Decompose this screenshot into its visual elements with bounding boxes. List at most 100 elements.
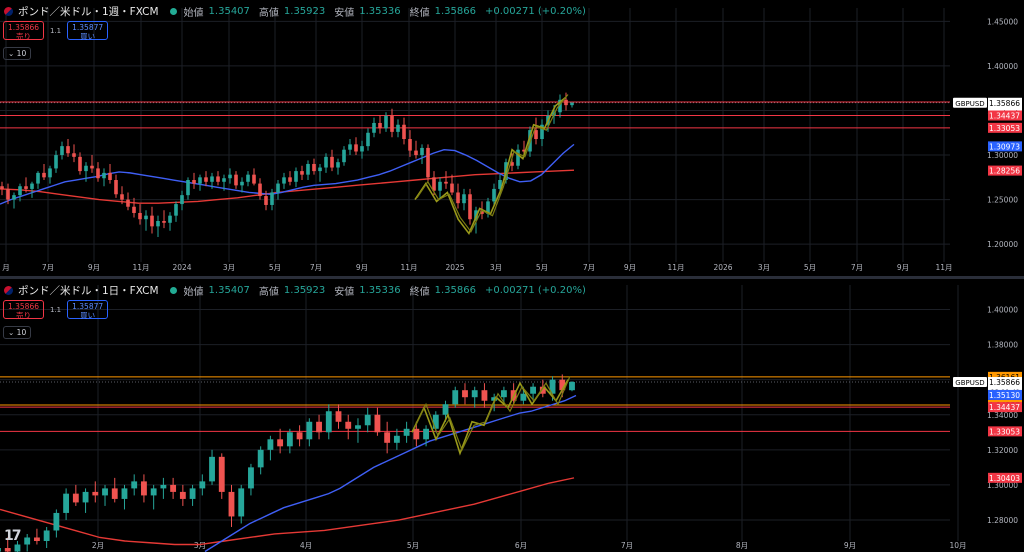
candle-body bbox=[267, 439, 274, 450]
x-tick-label: 2025 bbox=[445, 263, 464, 272]
candle-body bbox=[228, 174, 232, 179]
x-tick-label: 6月 bbox=[515, 541, 527, 550]
y-tick-label: 1.30000 bbox=[987, 481, 1018, 490]
candle-body bbox=[522, 149, 526, 152]
candle-body bbox=[384, 432, 391, 443]
candle-body bbox=[516, 149, 520, 166]
candle-body bbox=[160, 484, 167, 489]
price-tag-box bbox=[988, 371, 1022, 382]
y-tick-label: 1.40000 bbox=[987, 306, 1018, 315]
x-tick-label: 11月 bbox=[667, 263, 684, 272]
candle-body bbox=[264, 196, 268, 205]
sell-price: 1.35866 bbox=[7, 23, 39, 32]
price-tag-box bbox=[988, 402, 1022, 413]
candle-body bbox=[186, 180, 190, 196]
open-label: 始値 bbox=[183, 8, 204, 19]
weekly-legend: ポンド／米ドル・1週・FXCM 始値 1.35407 高値 1.35923 安値 1.… bbox=[4, 4, 590, 19]
candle-body bbox=[438, 181, 442, 191]
price-tag-box bbox=[988, 426, 1022, 437]
close-label: 終値 bbox=[409, 287, 430, 298]
candle-body bbox=[492, 188, 496, 202]
candle-body bbox=[82, 491, 89, 503]
price-tag-box bbox=[988, 389, 1022, 400]
buy-price: 1.35877 bbox=[72, 23, 104, 32]
candle-body bbox=[393, 435, 400, 443]
open-value: 1.35407 bbox=[208, 6, 250, 17]
candle-body bbox=[228, 491, 235, 517]
candle-body bbox=[471, 390, 478, 398]
x-tick-label: 4月 bbox=[300, 541, 312, 550]
high-value: 1.35923 bbox=[283, 6, 326, 17]
candle-body bbox=[277, 439, 284, 447]
buy-button[interactable]: 1.35877 買い bbox=[67, 300, 109, 320]
candle-body bbox=[318, 167, 322, 172]
candle-body bbox=[498, 180, 502, 189]
candle-body bbox=[150, 488, 157, 496]
candle-body bbox=[180, 195, 184, 205]
candle-body bbox=[276, 183, 280, 193]
candle-body bbox=[342, 149, 346, 163]
trade-buttons: 1.35866 売り 1.1 1.35877 買い bbox=[3, 300, 109, 320]
candle-body bbox=[444, 181, 448, 184]
candle-body bbox=[300, 171, 304, 175]
candle-body bbox=[144, 215, 148, 220]
candle-body bbox=[481, 390, 488, 401]
symbol-tag-box bbox=[953, 377, 987, 388]
weekly-chart-canvas[interactable]: 1.450001.400001.350001.300001.250001.200… bbox=[0, 0, 1024, 276]
gbp-flag-icon bbox=[4, 7, 13, 16]
indicator-toggle[interactable]: ⌄ 10 bbox=[3, 47, 32, 60]
candle-body bbox=[442, 404, 449, 415]
pane-divider[interactable] bbox=[0, 276, 1024, 279]
gbp-flag-icon bbox=[4, 286, 13, 295]
x-tick-label: 7月 bbox=[42, 263, 54, 272]
buy-button[interactable]: 1.35877 買い bbox=[67, 21, 109, 41]
spread-value: 1.1 bbox=[50, 305, 62, 314]
price-tag-box bbox=[988, 141, 1022, 152]
x-tick-label: 5月 bbox=[804, 263, 816, 272]
candle-body bbox=[432, 414, 439, 429]
candle-body bbox=[288, 177, 292, 182]
symbol-tag-label: GBPUSD bbox=[955, 379, 984, 387]
candle-body bbox=[234, 174, 238, 186]
candle-body bbox=[252, 174, 256, 184]
x-tick-label: 11月 bbox=[400, 263, 417, 272]
x-tick-label: 5月 bbox=[407, 541, 419, 550]
symbol-title[interactable]: ポンド／米ドル・1週・FXCM bbox=[18, 6, 159, 18]
candle-body bbox=[111, 488, 118, 499]
sell-button[interactable]: 1.35866 売り bbox=[3, 300, 44, 320]
tradingview-logo-icon[interactable]: 17 bbox=[4, 528, 22, 544]
candle-body bbox=[189, 488, 196, 499]
candle-body bbox=[462, 390, 468, 398]
candle-body bbox=[168, 215, 172, 223]
symbol-title[interactable]: ポンド／米ドル・1日・FXCM bbox=[18, 285, 159, 297]
daily-chart-canvas[interactable]: 1.400001.380001.360001.340001.320001.300… bbox=[0, 279, 1024, 552]
y-tick-label: 1.45000 bbox=[987, 17, 1018, 26]
high-label: 高値 bbox=[258, 287, 279, 298]
x-tick-label: 5月 bbox=[536, 263, 548, 272]
sell-button[interactable]: 1.35866 売り bbox=[3, 21, 44, 41]
indicator-toggle[interactable]: ⌄ 10 bbox=[3, 326, 32, 339]
candle-body bbox=[240, 181, 244, 186]
candle-body bbox=[53, 512, 60, 531]
candle-body bbox=[520, 393, 527, 401]
symbol-tag-label: GBPUSD bbox=[955, 100, 984, 108]
candle-body bbox=[6, 188, 10, 200]
candle-body bbox=[216, 176, 220, 182]
daily-chart-pane[interactable]: 1.400001.380001.360001.340001.320001.300… bbox=[0, 279, 1024, 552]
weekly-chart-pane[interactable]: 1.450001.400001.350001.300001.250001.200… bbox=[0, 0, 1024, 276]
x-tick-label: 3月 bbox=[758, 263, 770, 272]
candle-body bbox=[480, 210, 484, 214]
price-tag-box bbox=[988, 110, 1022, 121]
candle-body bbox=[84, 165, 88, 172]
candle-body bbox=[569, 381, 575, 391]
candle-body bbox=[121, 488, 128, 499]
candle-body bbox=[48, 168, 52, 178]
candle-body bbox=[63, 493, 70, 513]
candle-body bbox=[66, 146, 70, 154]
candle-body bbox=[270, 192, 274, 205]
candle-body bbox=[108, 172, 112, 181]
x-tick-label: 月 bbox=[2, 263, 10, 272]
candle-body bbox=[450, 183, 454, 193]
close-label: 終値 bbox=[409, 8, 430, 19]
price-tag-box bbox=[988, 165, 1022, 176]
